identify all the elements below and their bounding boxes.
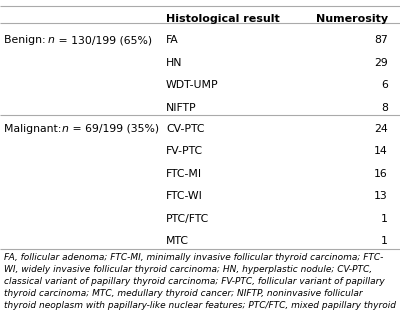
Text: 6: 6: [381, 80, 388, 90]
Text: 14: 14: [374, 146, 388, 156]
Text: = 130/199 (65%): = 130/199 (65%): [55, 35, 152, 45]
Text: 87: 87: [374, 35, 388, 45]
Text: CV-PTC: CV-PTC: [166, 124, 204, 134]
Text: thyroid carcinoma; MTC, medullary thyroid cancer; NIFTP, noninvasive follicular: thyroid carcinoma; MTC, medullary thyroi…: [4, 289, 363, 298]
Text: 8: 8: [381, 103, 388, 113]
Text: FTC-WI: FTC-WI: [166, 191, 203, 201]
Text: FV-PTC: FV-PTC: [166, 146, 203, 156]
Text: FTC-MI: FTC-MI: [166, 169, 202, 179]
Text: FA: FA: [166, 35, 179, 45]
Text: MTC: MTC: [166, 236, 189, 246]
Text: PTC/FTC: PTC/FTC: [166, 214, 209, 224]
Text: HN: HN: [166, 58, 182, 68]
Text: 29: 29: [374, 58, 388, 68]
Text: n: n: [47, 35, 54, 45]
Text: 1: 1: [381, 214, 388, 224]
Text: n: n: [62, 124, 69, 134]
Text: NIFTP: NIFTP: [166, 103, 197, 113]
Text: 1: 1: [381, 236, 388, 246]
Text: 24: 24: [374, 124, 388, 134]
Text: 16: 16: [374, 169, 388, 179]
Text: = 69/199 (35%): = 69/199 (35%): [69, 124, 159, 134]
Text: WI, widely invasive follicular thyroid carcinoma; HN, hyperplastic nodule; CV-PT: WI, widely invasive follicular thyroid c…: [4, 265, 372, 274]
Text: WDT-UMP: WDT-UMP: [166, 80, 219, 90]
Text: Histological result: Histological result: [166, 14, 280, 24]
Text: Malignant:: Malignant:: [4, 124, 65, 134]
Text: thyroid neoplasm with papillary-like nuclear features; PTC/FTC, mixed papillary : thyroid neoplasm with papillary-like nuc…: [4, 301, 396, 310]
Text: FA, follicular adenoma; FTC-MI, minimally invasive follicular thyroid carcinoma;: FA, follicular adenoma; FTC-MI, minimall…: [4, 253, 383, 262]
Text: Benign:: Benign:: [4, 35, 49, 45]
Text: 13: 13: [374, 191, 388, 201]
Text: classical variant of papillary thyroid carcinoma; FV-PTC, follicular variant of : classical variant of papillary thyroid c…: [4, 277, 385, 286]
Text: Numerosity: Numerosity: [316, 14, 388, 24]
